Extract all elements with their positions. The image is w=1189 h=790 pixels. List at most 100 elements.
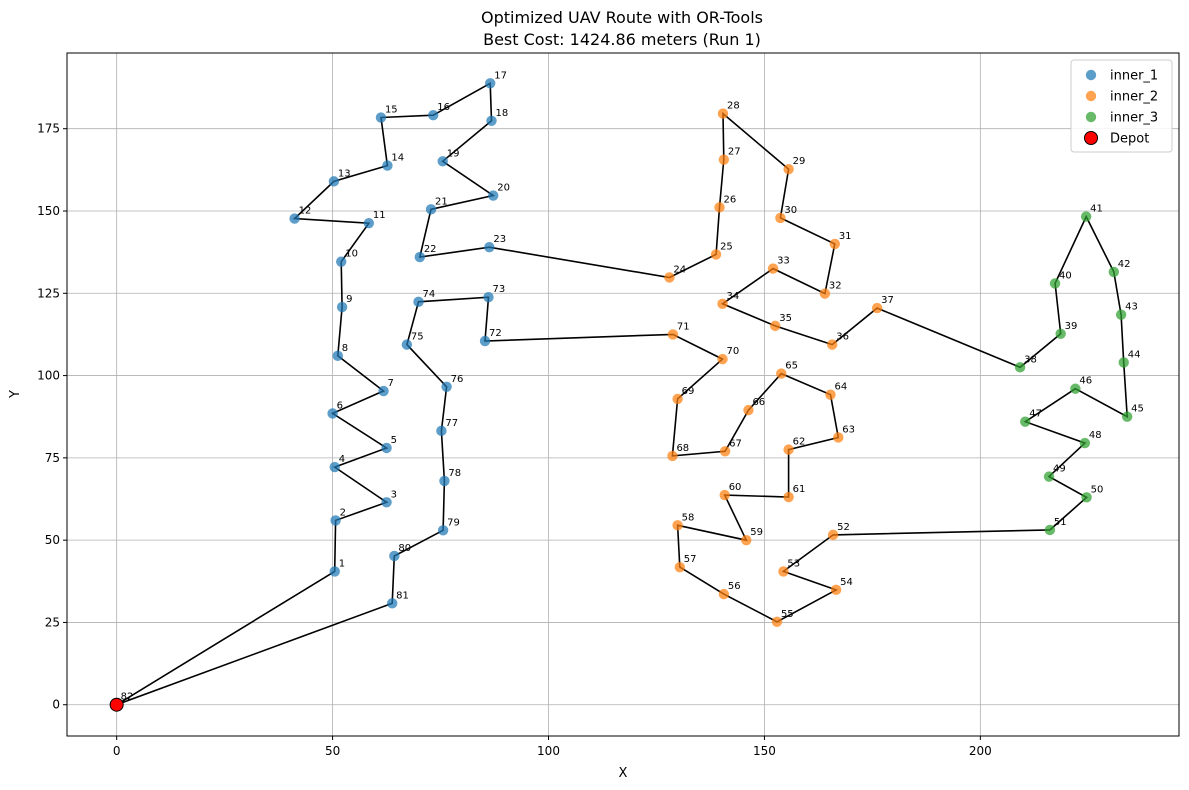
point-label: 49: [1053, 464, 1066, 475]
point-inner_1: [330, 515, 341, 526]
point-inner_3: [1115, 309, 1127, 320]
point-label: 25: [720, 241, 733, 252]
point-inner_1: [336, 256, 347, 267]
legend-label-inner_3: inner_3: [1110, 111, 1158, 126]
y-tick-label: 0: [52, 698, 60, 712]
point-label: 9: [346, 294, 352, 305]
point-inner_1: [327, 408, 338, 419]
point-inner_2: [672, 520, 683, 531]
point-inner_2: [833, 432, 844, 443]
point-inner_2: [672, 393, 683, 405]
point-inner_3: [1014, 362, 1026, 373]
legend-marker-inner_2: [1085, 90, 1097, 102]
point-label: 36: [836, 332, 849, 343]
point-label: 77: [445, 418, 458, 429]
point-label: 56: [728, 581, 741, 592]
point-label: 44: [1128, 349, 1141, 360]
x-tick-label: 50: [325, 744, 340, 758]
point-label: 73: [492, 284, 505, 295]
point-label: 54: [840, 577, 853, 588]
point-label: 29: [793, 156, 806, 167]
point-label: 74: [423, 289, 436, 300]
point-inner_2: [871, 302, 883, 314]
point-label: 45: [1131, 404, 1144, 415]
legend-marker-depot: [1084, 131, 1098, 145]
point-inner_1: [381, 442, 392, 454]
point-inner_1: [332, 350, 343, 362]
point-label: 27: [728, 147, 741, 158]
point-inner_1: [437, 156, 448, 167]
point-label: 18: [496, 108, 509, 119]
point-inner_2: [710, 249, 722, 260]
point-label: 58: [682, 512, 695, 523]
x-tick-label: 150: [753, 744, 776, 758]
point-label: 60: [729, 482, 742, 493]
point-inner_2: [718, 154, 730, 165]
point-inner_1: [363, 217, 375, 229]
point-inner_2: [667, 329, 679, 340]
point-label: 39: [1065, 321, 1078, 332]
point-label: 10: [345, 249, 358, 260]
point-label: 82: [121, 692, 134, 703]
data-points-group: [109, 78, 1133, 712]
point-inner_1: [329, 461, 340, 473]
point-inner_2: [717, 298, 728, 310]
legend-label-inner_2: inner_2: [1110, 90, 1158, 105]
point-label: 38: [1024, 354, 1037, 365]
point-inner_1: [381, 497, 392, 508]
point-label: 81: [396, 590, 409, 601]
point-label: 40: [1059, 270, 1072, 281]
point-label: 7: [388, 378, 394, 389]
x-axis-label: X: [619, 766, 628, 781]
point-label: 15: [385, 105, 398, 116]
legend-marker-inner_3: [1085, 111, 1097, 123]
point-label: 43: [1125, 302, 1138, 313]
point-label: 55: [781, 609, 794, 620]
point-label: 30: [784, 205, 797, 216]
point-label: 48: [1089, 430, 1102, 441]
point-inner_3: [1070, 383, 1081, 394]
point-inner_2: [783, 444, 794, 455]
point-inner_2: [771, 616, 783, 627]
y-tick-label: 50: [45, 533, 60, 547]
point-inner_1: [336, 301, 348, 313]
point-label: 70: [727, 346, 740, 357]
point-inner_2: [743, 404, 754, 416]
point-inner_1: [441, 381, 452, 392]
point-inner_3: [1049, 278, 1061, 289]
point-label: 23: [493, 234, 506, 245]
point-inner_2: [770, 320, 781, 332]
legend: inner_1 inner_2 inner_3 Depot: [1070, 59, 1173, 153]
point-label: 78: [448, 468, 461, 479]
point-inner_3: [1043, 471, 1055, 482]
point-label: 63: [842, 424, 855, 435]
point-label: 4: [339, 454, 345, 465]
point-inner_2: [775, 212, 786, 224]
point-label: 16: [437, 102, 450, 113]
point-inner_3: [1079, 437, 1091, 449]
point-label: 61: [793, 484, 806, 495]
point-label: 11: [373, 210, 386, 221]
point-inner_3: [1080, 211, 1092, 222]
point-inner_1: [428, 110, 439, 121]
y-tick-label: 125: [37, 286, 60, 300]
point-label: 50: [1091, 484, 1104, 495]
point-inner_2: [719, 489, 730, 501]
point-label: 69: [682, 386, 695, 397]
point-label: 13: [338, 168, 351, 179]
point-label: 24: [673, 264, 686, 275]
point-label: 79: [447, 517, 460, 528]
point-label: 33: [777, 256, 790, 267]
point-inner_2: [819, 288, 831, 299]
point-inner_2: [719, 446, 731, 457]
point-inner_1: [437, 525, 449, 536]
point-label: 31: [839, 231, 852, 242]
point-label: 26: [724, 194, 737, 205]
point-label: 35: [779, 313, 792, 324]
point-inner_2: [827, 529, 839, 541]
route-path-group: [116, 81, 1129, 706]
point-inner_2: [718, 588, 730, 600]
